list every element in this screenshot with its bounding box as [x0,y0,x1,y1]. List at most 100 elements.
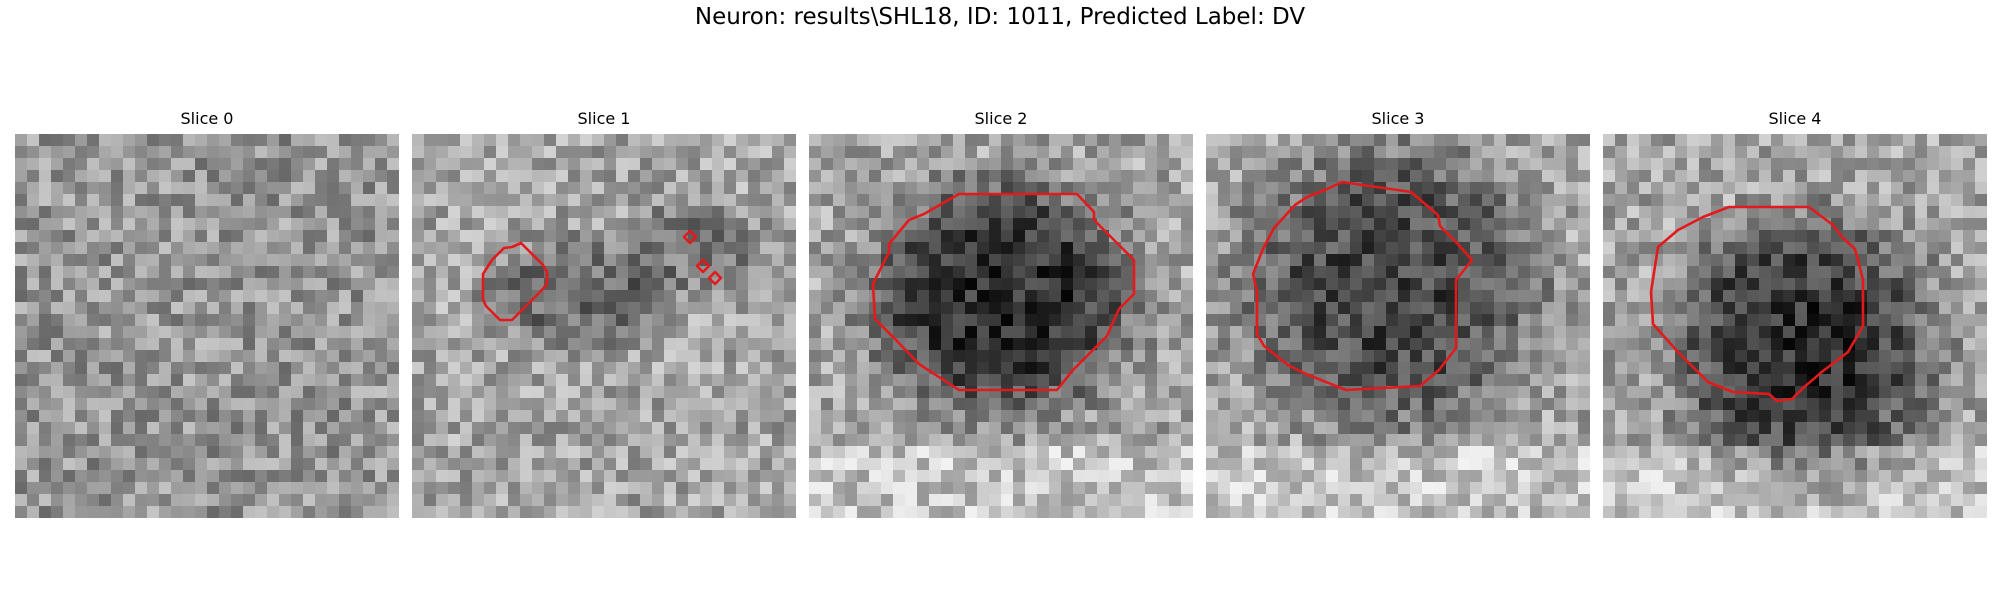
pixel [1001,242,1014,255]
pixel [1903,290,1916,303]
pixel [1049,218,1062,231]
pixel [1675,386,1688,399]
pixel [387,242,399,255]
pixel [99,458,112,471]
pixel [39,194,52,207]
pixel [1061,446,1074,459]
pixel [688,146,701,159]
pixel [1723,350,1736,363]
pixel [1951,254,1964,267]
pixel [869,206,882,219]
pixel [772,134,785,147]
pixel [339,194,352,207]
pixel [1169,482,1182,495]
pixel [784,458,796,471]
pixel [327,326,340,339]
pixel [833,398,846,411]
pixel [1206,290,1219,303]
pixel [1085,278,1098,291]
pixel [351,458,364,471]
pixel [1687,302,1700,315]
pixel [387,158,399,171]
pixel [1603,350,1616,363]
pixel [1831,194,1844,207]
pixel [1927,410,1940,423]
pixel [1109,446,1122,459]
pixel [664,458,677,471]
pixel [1049,242,1062,255]
pixel [508,386,521,399]
pixel [953,230,966,243]
pixel [375,482,388,495]
pixel [1891,434,1904,447]
pixel [412,134,425,147]
pixel [1097,446,1110,459]
pixel [99,362,112,375]
pixel [219,362,232,375]
pixel [1037,494,1050,507]
pixel [917,134,930,147]
pixel [941,170,954,183]
pixel [1915,386,1928,399]
pixel [1001,170,1014,183]
pixel [893,230,906,243]
pixel [809,302,822,315]
pixel [1891,410,1904,423]
pixel [784,494,796,507]
pixel [1230,278,1243,291]
pixel [1903,146,1916,159]
pixel [1013,470,1026,483]
pixel [1458,242,1471,255]
pixel [1915,410,1928,423]
pixel [291,506,304,518]
pixel [1374,326,1387,339]
pixel [1807,362,1820,375]
pixel [1049,350,1062,363]
pixel [688,494,701,507]
pixel [893,158,906,171]
pixel [1819,326,1832,339]
pixel [1530,326,1543,339]
pixel [604,230,617,243]
pixel [183,506,196,518]
pixel [869,218,882,231]
pixel [1085,158,1098,171]
pixel [339,302,352,315]
pixel [1218,314,1231,327]
pixel [1771,146,1784,159]
pixel [375,422,388,435]
pixel [1915,326,1928,339]
pixel [1061,266,1074,279]
pixel [1651,278,1664,291]
pixel [772,302,785,315]
pixel [712,506,725,518]
pixel [231,338,244,351]
pixel [1879,386,1892,399]
pixel [520,146,533,159]
pixel [1386,194,1399,207]
pixel [905,338,918,351]
pixel [424,266,437,279]
pixel [760,170,773,183]
pixel [87,470,100,483]
pixel [1783,338,1796,351]
pixel [255,434,268,447]
pixel [736,302,749,315]
pixel [1554,218,1567,231]
pixel [183,362,196,375]
pixel [1206,326,1219,339]
pixel [1386,278,1399,291]
pixel [1013,230,1026,243]
pixel [1603,170,1616,183]
pixel [1795,446,1808,459]
pixel [1759,350,1772,363]
pixel [183,326,196,339]
pixel [977,482,990,495]
pixel [857,194,870,207]
pixel [1458,230,1471,243]
pixel [1879,410,1892,423]
pixel [664,134,677,147]
pixel [508,218,521,231]
pixel [63,386,76,399]
pixel [424,242,437,255]
